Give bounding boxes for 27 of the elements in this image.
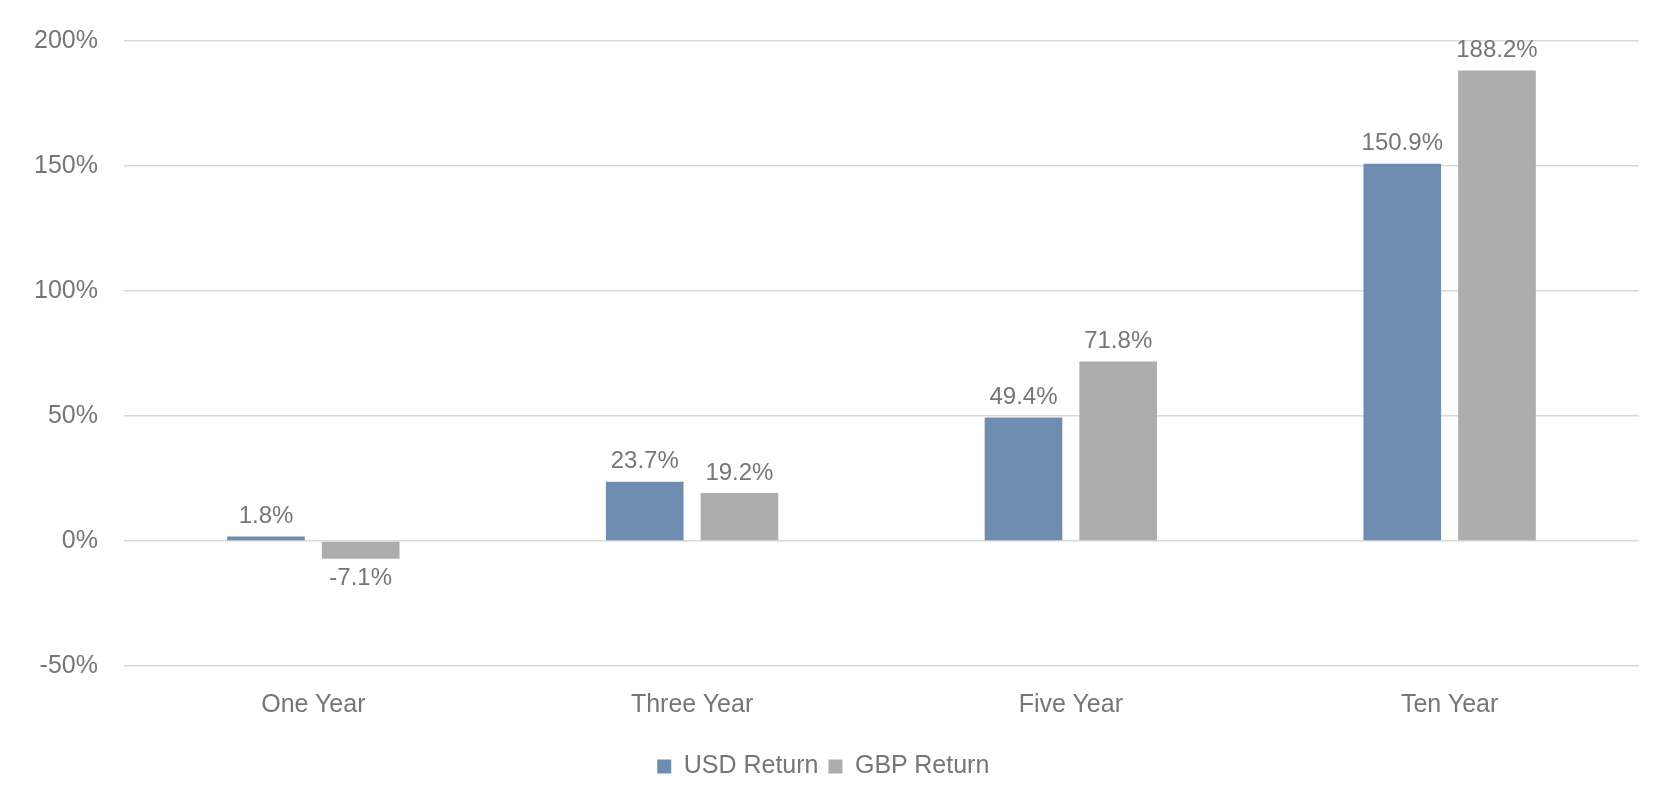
y-tick-label: 150% bbox=[33, 149, 98, 178]
bar bbox=[700, 493, 779, 541]
data-label: 23.7% bbox=[610, 446, 679, 474]
y-tick-label: 0% bbox=[61, 524, 98, 553]
data-label: 49.4% bbox=[989, 382, 1058, 410]
data-label: 19.2% bbox=[705, 457, 774, 485]
y-tick-label: 50% bbox=[47, 399, 98, 428]
bar bbox=[1079, 361, 1158, 541]
data-label: 71.8% bbox=[1084, 326, 1153, 354]
y-tick-label: -50% bbox=[39, 649, 98, 678]
legend-label: USD Return bbox=[683, 750, 819, 779]
y-tick-label: 100% bbox=[33, 274, 98, 303]
data-label: -7.1% bbox=[329, 563, 393, 591]
data-label: 1.8% bbox=[238, 501, 294, 529]
bar bbox=[1458, 70, 1536, 541]
data-label: 188.2% bbox=[1456, 35, 1538, 63]
bar bbox=[321, 541, 400, 559]
bar bbox=[984, 417, 1063, 541]
legend-label: GBP Return bbox=[854, 750, 990, 779]
bar bbox=[1363, 163, 1442, 541]
x-tick-label: Ten Year bbox=[1400, 688, 1499, 717]
y-tick-label: 200% bbox=[33, 24, 98, 53]
x-tick-label: Three Year bbox=[630, 688, 754, 717]
x-tick-label: One Year bbox=[261, 688, 366, 717]
bar bbox=[605, 481, 684, 541]
x-tick-label: Five Year bbox=[1018, 688, 1123, 717]
data-label: 150.9% bbox=[1361, 128, 1443, 156]
